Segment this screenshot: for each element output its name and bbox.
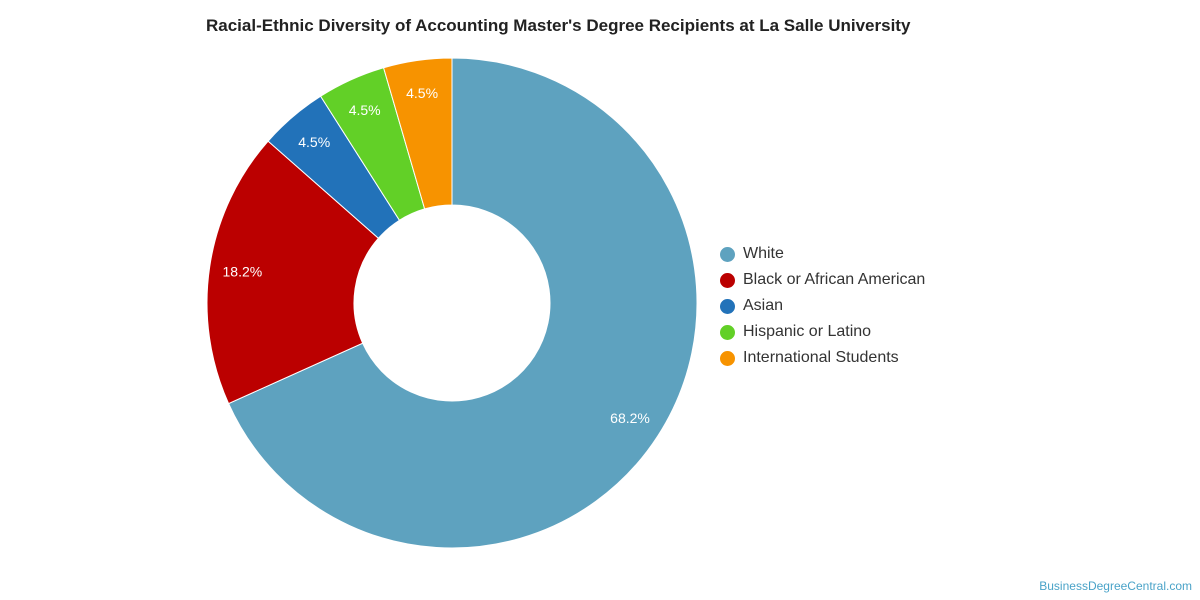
legend-label: Asian [743, 297, 784, 314]
legend-swatch [720, 298, 735, 314]
slice-label-hispanic-or-latino: 4.5% [349, 102, 381, 118]
legend-swatch [720, 246, 735, 262]
donut-slices [206, 57, 698, 549]
legend-swatch [720, 272, 735, 288]
legend-item-international-students[interactable]: International Students [720, 345, 925, 371]
chart-title: Racial-Ethnic Diversity of Accounting Ma… [206, 16, 911, 35]
legend-item-asian[interactable]: Asian [720, 293, 925, 319]
slice-label-black-or-african-american: 18.2% [223, 263, 263, 279]
donut-slice-labels: 68.2% 18.2% 4.5% 4.5% 4.5% [223, 85, 650, 426]
source-watermark: BusinessDegreeCentral.com [1039, 579, 1192, 593]
chart-legend: White Black or African American Asian Hispa… [720, 241, 925, 371]
legend-item-hispanic-or-latino[interactable]: Hispanic or Latino [720, 319, 925, 345]
legend-label: White [743, 245, 784, 262]
legend-swatch [720, 324, 735, 340]
legend-label: International Students [743, 349, 899, 366]
slice-black-or-african-american [206, 140, 380, 405]
slice-label-international-students: 4.5% [406, 85, 438, 101]
legend-item-black-or-african-american[interactable]: Black or African American [720, 267, 925, 293]
slice-label-white: 68.2% [610, 410, 650, 426]
slice-white [227, 57, 698, 549]
legend-label: Black or African American [743, 271, 926, 288]
slice-label-asian: 4.5% [298, 134, 330, 150]
legend-swatch [720, 350, 735, 366]
legend-item-white[interactable]: White [720, 241, 925, 267]
slice-international-students [382, 57, 453, 210]
legend-label: Hispanic or Latino [743, 323, 872, 340]
